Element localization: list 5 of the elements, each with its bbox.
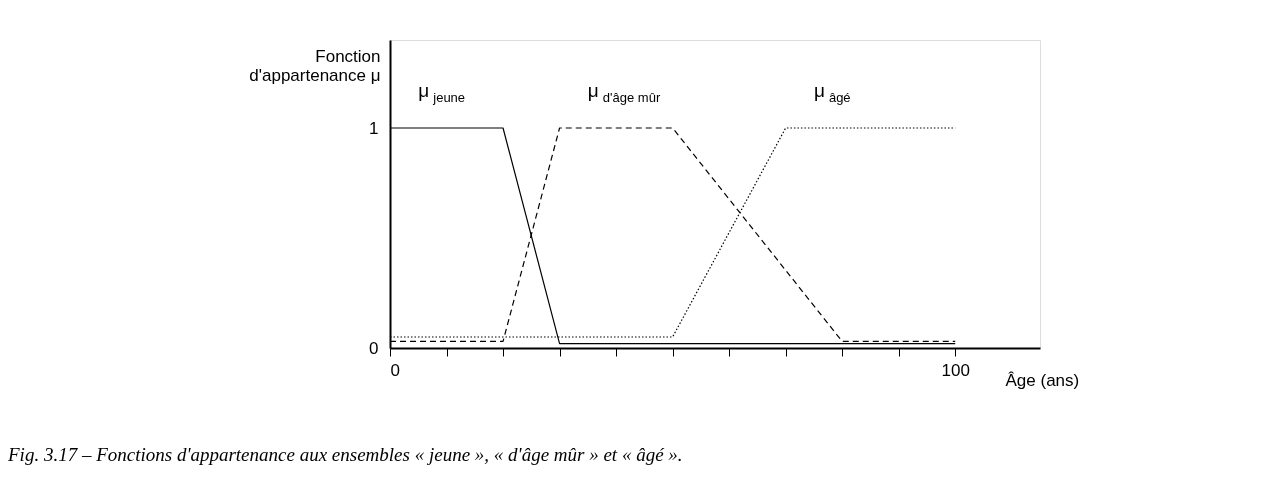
x-axis-title: Âge (ans) bbox=[1005, 370, 1080, 390]
caption: Fig. 3.17 – Fonctions d'appartenance aux ensembles « jeune », « d'âge mûr » et « âgé ». bbox=[7, 444, 683, 465]
y-axis-title: Fonction d'appartenance μ bbox=[249, 46, 381, 85]
y-tick-label: 1 bbox=[369, 118, 379, 138]
x-tick-label: 100 bbox=[941, 360, 970, 380]
